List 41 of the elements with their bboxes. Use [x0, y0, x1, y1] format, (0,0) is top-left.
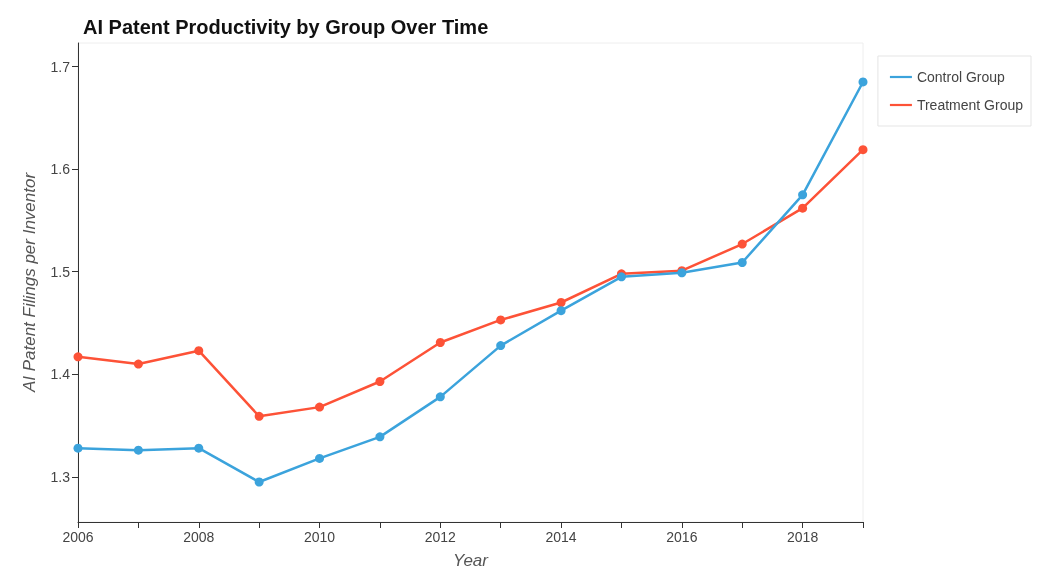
- x-tick-label: 2006: [62, 529, 94, 545]
- legend-label: Treatment Group: [916, 97, 1024, 113]
- point: [858, 145, 868, 155]
- point: [737, 258, 747, 267]
- point: [737, 239, 747, 249]
- point: [375, 432, 385, 442]
- y-tick-label: 1.7: [50, 58, 71, 75]
- point: [798, 203, 808, 213]
- legend-label: Control Group: [916, 69, 1006, 85]
- point: [556, 298, 566, 307]
- x-tick-label: 2018: [787, 529, 819, 545]
- x-tick-label: 2012: [424, 529, 457, 545]
- point: [254, 411, 264, 421]
- point: [556, 306, 566, 316]
- y-tick-label: 1.6: [50, 161, 71, 178]
- point: [315, 453, 325, 463]
- point: [435, 338, 445, 347]
- point: [435, 392, 445, 402]
- x-tick-label: 2016: [666, 529, 698, 545]
- x-axis-title: Year: [453, 551, 490, 570]
- point: [858, 77, 868, 87]
- point: [194, 346, 204, 356]
- chart-title: AI Patent Productivity by Group Over Time: [83, 16, 489, 38]
- point: [73, 352, 83, 362]
- point: [496, 315, 506, 325]
- point: [496, 341, 506, 351]
- point: [73, 443, 83, 453]
- point: [798, 190, 808, 200]
- point: [375, 376, 385, 386]
- x-tick-label: 2014: [545, 529, 577, 545]
- y-tick-label: 1.3: [50, 468, 71, 485]
- point: [133, 445, 143, 455]
- y-tick-label: 1.5: [50, 263, 71, 280]
- x-tick-label: 2010: [303, 529, 336, 545]
- point: [194, 443, 204, 453]
- y-axis-title: AI Patent Filings per Inventor: [20, 171, 39, 394]
- y-tick-label: 1.4: [50, 366, 71, 383]
- point: [315, 402, 325, 412]
- point: [133, 359, 143, 369]
- point: [254, 477, 264, 487]
- x-tick-label: 2008: [183, 529, 215, 545]
